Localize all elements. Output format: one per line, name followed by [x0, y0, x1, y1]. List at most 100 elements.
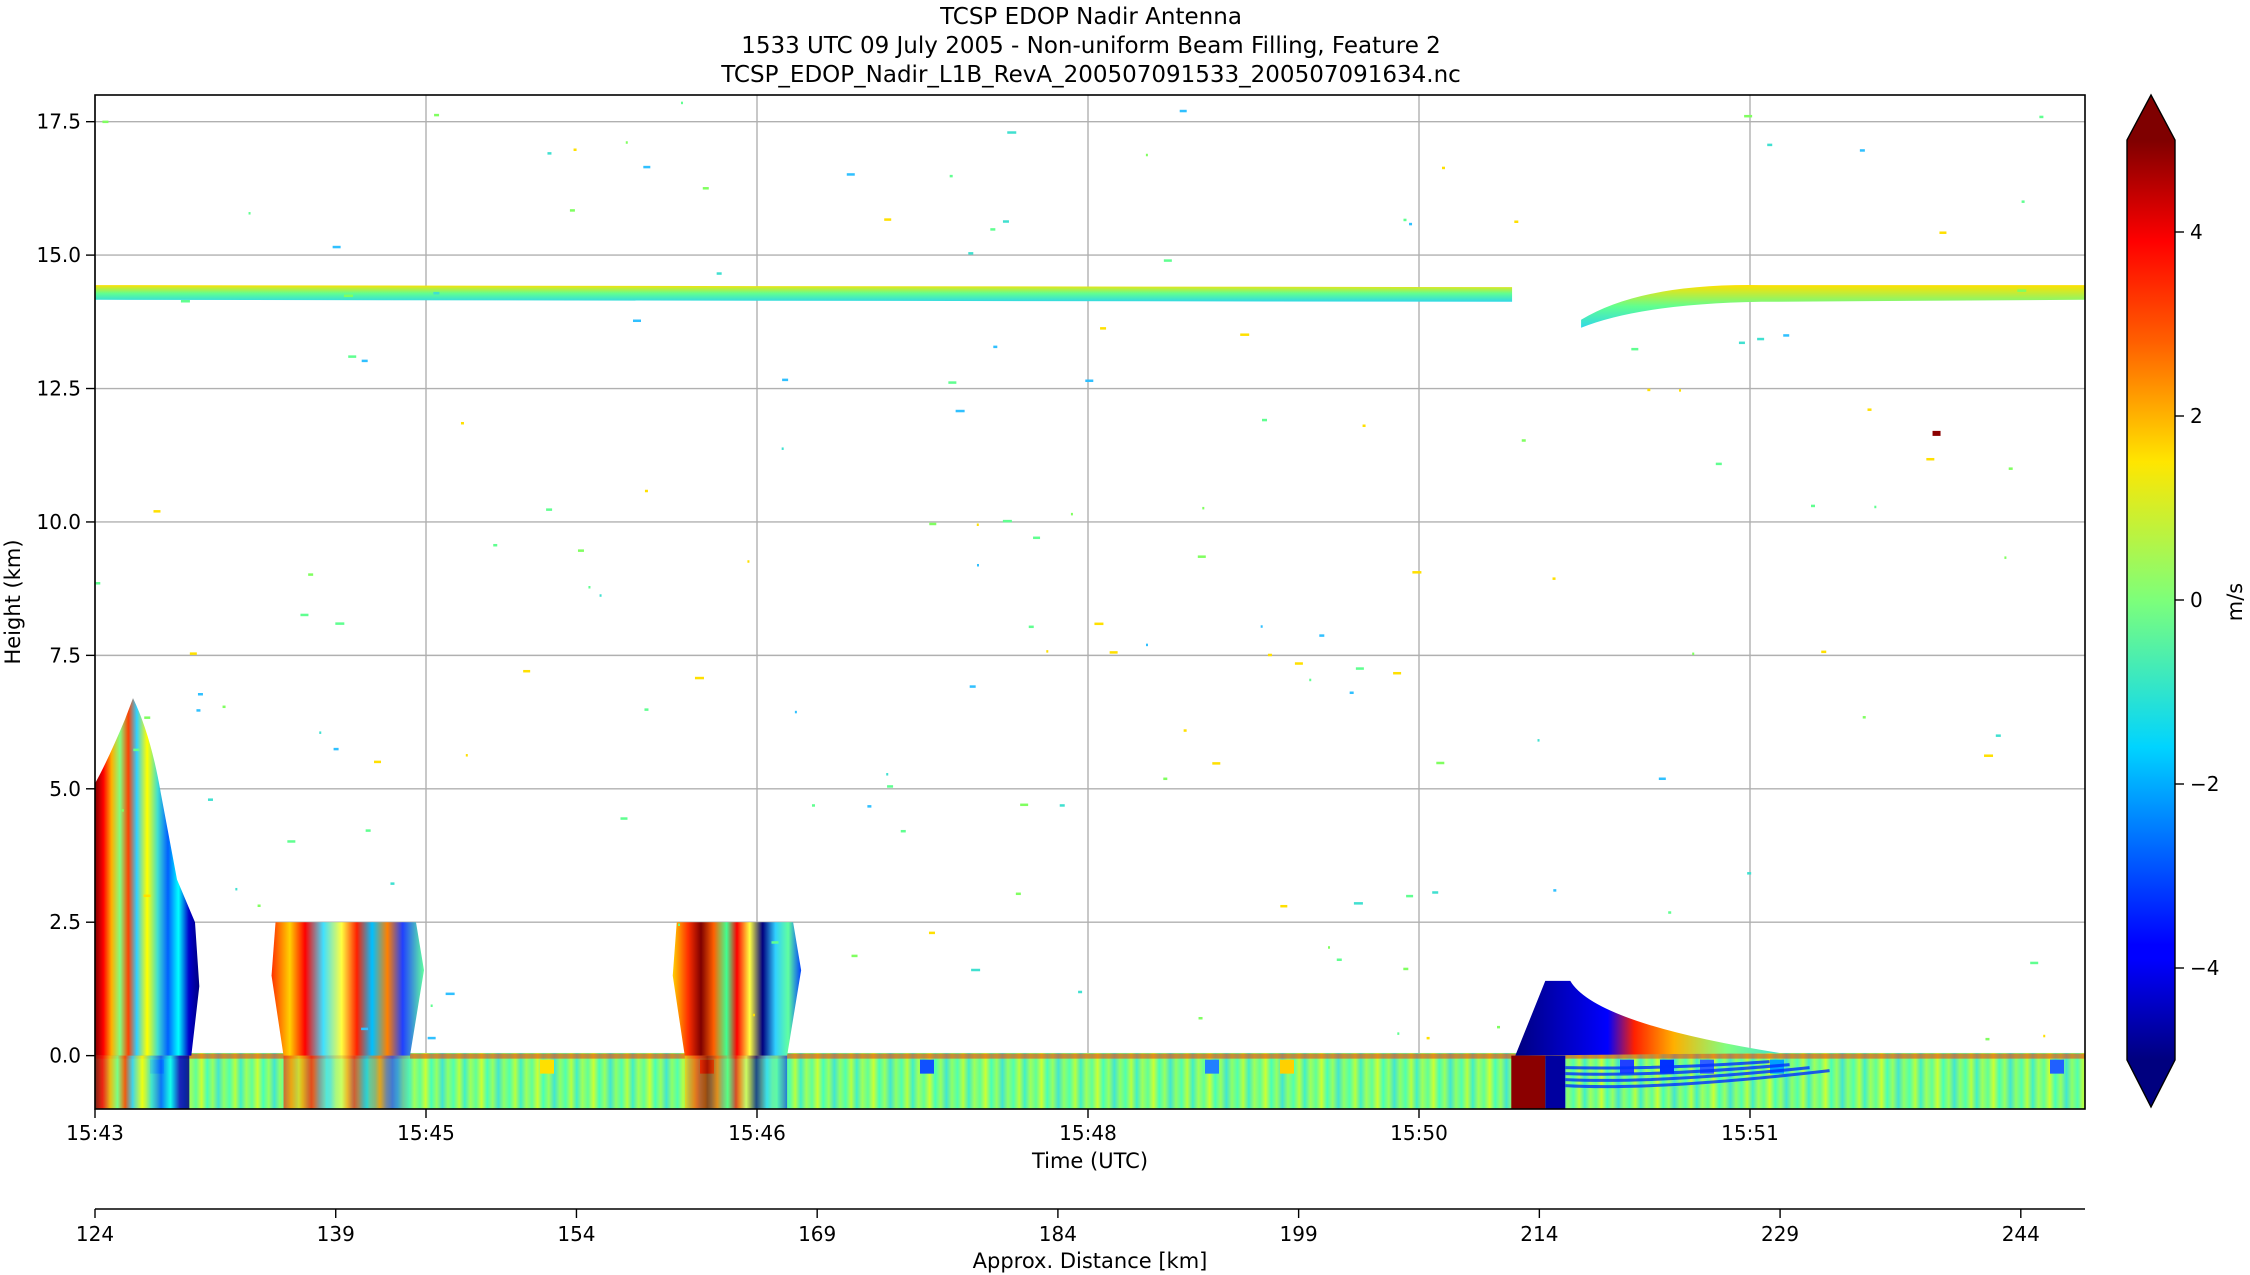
noise-speckle	[493, 543, 498, 547]
noise-speckle	[235, 887, 238, 891]
noise-speckle	[1744, 114, 1753, 118]
y-tick-label: 10.0	[36, 510, 81, 534]
x-tick-label: 15:45	[397, 1121, 455, 1145]
noise-speckle	[361, 359, 368, 363]
noise-speckle	[1212, 762, 1221, 765]
noise-speckle	[851, 954, 858, 958]
noise-speckle	[1497, 1025, 1501, 1029]
colorbar-extend-bottom	[2127, 1060, 2175, 1107]
noise-speckle	[1436, 761, 1445, 765]
noise-speckle	[887, 785, 894, 788]
noise-speckle	[1020, 803, 1029, 807]
noise-speckle	[1094, 622, 1104, 626]
y-tick-label: 0.0	[49, 1044, 81, 1068]
noise-speckle	[846, 173, 855, 176]
noise-speckle	[1033, 536, 1041, 540]
noise-speckle	[180, 300, 190, 303]
artifact-ripple	[1565, 1066, 1810, 1082]
noise-speckle	[1328, 946, 1331, 949]
noise-speckle	[143, 894, 151, 898]
noise-speckle	[678, 923, 681, 926]
noise-speckle	[1280, 904, 1288, 908]
shallow-cell-east-surface-imprint	[684, 1055, 788, 1109]
y-tick-label: 15.0	[36, 243, 81, 267]
noise-speckle	[886, 773, 889, 776]
noise-speckle	[1810, 504, 1815, 508]
noise-speckle	[1109, 651, 1118, 654]
noise-speckle	[1355, 667, 1364, 670]
noise-speckle	[248, 212, 251, 215]
noise-speckle	[445, 992, 455, 996]
noise-speckle	[900, 829, 906, 833]
noise-speckle	[811, 804, 815, 807]
noise-speckle	[577, 549, 584, 552]
noise-speckle	[257, 904, 261, 908]
y-axis: 0.0 2.5 5.0 7.5 10.0 12.5 15.0 17.5	[36, 110, 95, 1068]
distance-tick-label: 169	[798, 1222, 836, 1246]
noise-speckle	[694, 676, 704, 680]
noise-speckle	[433, 291, 440, 295]
y-axis-label: Height (km)	[1, 539, 25, 664]
noise-speckle	[196, 709, 201, 712]
distance-tick-label: 154	[557, 1222, 595, 1246]
noise-speckle	[430, 1004, 433, 1007]
y-tick-label: 7.5	[49, 643, 81, 667]
x-tick-label: 15:50	[1390, 1121, 1448, 1145]
noise-speckle	[1412, 571, 1422, 574]
noise-speckle	[1145, 153, 1148, 157]
noise-speckle	[993, 345, 998, 349]
colorbar-tick-label: −2	[2190, 772, 2219, 796]
x-axis: 15:43 15:45 15:46 15:48 15:50 15:51	[66, 1109, 1779, 1145]
noise-speckle	[2017, 289, 2027, 292]
noise-speckle	[1679, 389, 1682, 392]
surface-artifact-upper	[1515, 980, 1780, 1056]
noise-speckle	[1202, 506, 1205, 510]
noise-speckle	[1046, 650, 1049, 653]
noise-speckle	[1362, 424, 1366, 428]
noise-speckle	[1078, 990, 1083, 994]
colorbar-tick-label: 0	[2190, 588, 2203, 612]
noise-speckle	[955, 409, 965, 413]
noise-speckle	[144, 716, 151, 719]
noise-speckle	[1757, 337, 1765, 341]
title-line-1: TCSP EDOP Nadir Antenna	[939, 4, 1242, 30]
y-tick-label: 17.5	[36, 110, 81, 134]
noise-speckle	[1658, 777, 1666, 781]
noise-speckle	[546, 508, 553, 511]
noise-speckle	[599, 594, 602, 597]
noise-speckle	[620, 817, 628, 820]
colorbar-tick-label: 4	[2190, 220, 2203, 244]
noise-speckle	[971, 968, 981, 972]
noise-speckle	[1984, 754, 1994, 757]
distance-axis: 124 139 154 169 184 199 214 229 244 Approx. Dist…	[76, 1208, 2085, 1273]
noise-speckle	[1747, 872, 1752, 875]
noise-speckle	[319, 731, 322, 734]
deep-convective-cell	[95, 698, 200, 1056]
data-features	[95, 101, 2085, 1109]
noise-speckle	[465, 754, 468, 757]
noise-speckle	[1403, 967, 1409, 971]
noise-speckle	[633, 319, 642, 323]
noise-speckle	[547, 152, 552, 155]
noise-speckle	[343, 294, 353, 298]
noise-speckle	[189, 652, 197, 655]
noise-speckle	[1002, 519, 1012, 523]
noise-speckle	[333, 747, 339, 751]
plot-frame	[94, 94, 2086, 1110]
shallow-cell-east	[672, 922, 802, 1056]
noise-speckle	[121, 809, 124, 812]
noise-speckle	[968, 252, 974, 255]
noise-speckle	[1406, 894, 1414, 898]
y-tick-label: 5.0	[49, 777, 81, 801]
noise-speckle	[1262, 418, 1268, 422]
noise-speckle	[1309, 678, 1312, 682]
noise-speckle	[1349, 691, 1354, 695]
noise-speckle	[1145, 643, 1148, 647]
surface-line	[95, 1053, 2085, 1059]
artifact-ripple	[1565, 1060, 1770, 1070]
noise-speckle	[747, 560, 750, 563]
noise-speckle	[702, 187, 709, 190]
noise-speckle	[752, 1013, 755, 1017]
noise-speckle	[374, 760, 382, 764]
noise-speckle	[1985, 1037, 1990, 1041]
